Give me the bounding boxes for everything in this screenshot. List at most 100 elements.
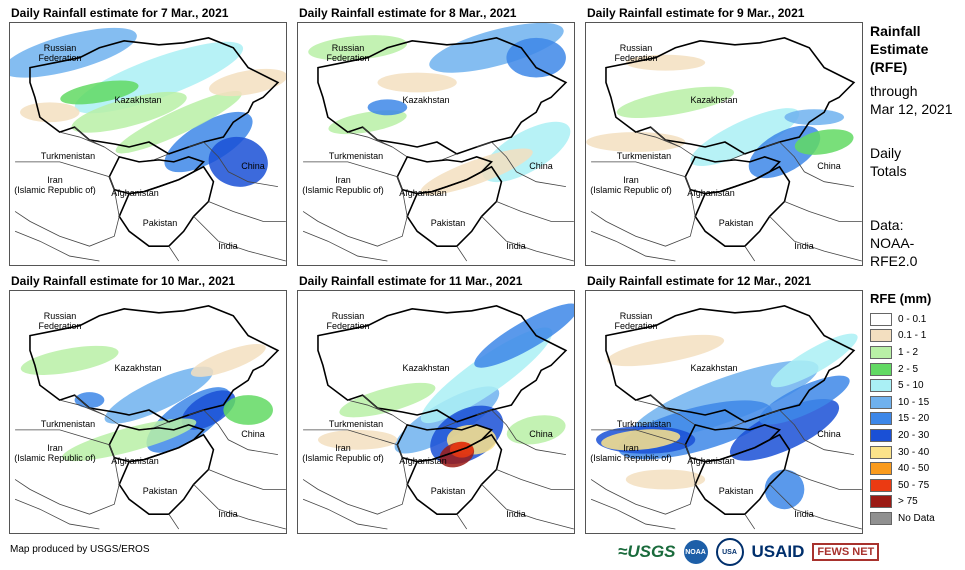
rain-patch — [420, 148, 533, 195]
country-label-kazakhstan: Kazakhstan — [690, 95, 738, 105]
country-label-iran: Iran (Islamic Republic of) — [302, 175, 384, 195]
map-svg — [14, 305, 286, 530]
rain-patch — [474, 303, 574, 368]
legend-swatch — [870, 511, 892, 525]
legend: 0 - 0.1 0.1 - 1 1 - 2 2 - 5 5 - 10 10 - 15 15 … — [870, 311, 935, 527]
legend-swatch — [870, 329, 892, 343]
panel-title: Daily Rainfall estimate for 10 Mar., 202… — [11, 274, 236, 288]
country-label-russia: Russian Federation — [38, 43, 82, 63]
rain-patch — [616, 86, 735, 118]
map-panel-6: Daily Rainfall estimate for 12 Mar., 202… — [585, 274, 863, 536]
rain-patch — [429, 23, 564, 73]
country-label-pakistan: Pakistan — [430, 218, 466, 228]
country-border — [14, 161, 120, 247]
country-border — [744, 216, 862, 262]
map-svg — [302, 23, 574, 262]
country-label-turkmenistan: Turkmenistan — [40, 419, 96, 429]
map-svg — [10, 27, 286, 262]
rain-patch — [71, 91, 187, 133]
rainfall-map: Russian Federation Kazakhstan Turkmenistan C… — [9, 290, 287, 534]
legend-item: 20 - 30 — [870, 427, 935, 444]
country-border — [496, 201, 574, 222]
rain-patch — [625, 469, 706, 490]
rain-patch — [209, 68, 286, 97]
legend-item: 15 - 20 — [870, 411, 935, 428]
country-border — [74, 126, 105, 148]
rainfall-map: Russian Federation Kazakhstan Turkmenistan C… — [9, 22, 287, 266]
country-border — [29, 37, 280, 155]
legend-swatch — [870, 445, 892, 459]
map-svg — [586, 37, 862, 262]
country-label-iran: Iran (Islamic Republic of) — [590, 443, 672, 463]
legend-swatch — [870, 428, 892, 442]
legend-item: 0 - 0.1 — [870, 311, 935, 328]
side-line4: through — [870, 83, 918, 99]
country-label-russia: Russian Federation — [614, 311, 658, 331]
legend-swatch — [870, 312, 892, 326]
map-panel-2: Daily Rainfall estimate for 8 Mar., 2021… — [297, 6, 575, 268]
legend-item: 30 - 40 — [870, 444, 935, 461]
country-label-kazakhstan: Kazakhstan — [690, 363, 738, 373]
side-line5: Mar 12, 2021 — [870, 101, 953, 117]
country-border — [188, 409, 278, 456]
country-border — [302, 429, 408, 515]
legend-item: 40 - 50 — [870, 460, 935, 477]
country-border — [317, 305, 568, 423]
legend-label: 30 - 40 — [898, 446, 930, 458]
country-label-china: China — [817, 161, 841, 171]
country-label-pakistan: Pakistan — [142, 218, 178, 228]
country-border — [496, 469, 574, 490]
country-label-kazakhstan: Kazakhstan — [114, 363, 162, 373]
country-border — [302, 161, 408, 247]
country-label-kazakhstan: Kazakhstan — [402, 95, 450, 105]
rain-patch — [317, 429, 398, 450]
rain-patch — [625, 54, 706, 71]
country-label-india: India — [506, 509, 526, 519]
side-line8: Data: — [870, 217, 904, 233]
country-border — [764, 409, 854, 456]
rain-patch — [181, 390, 236, 430]
usaid-seal-logo: USA — [715, 538, 744, 566]
map-panel-4: Daily Rainfall estimate for 10 Mar., 202… — [9, 274, 287, 536]
country-border — [14, 498, 100, 530]
country-border — [168, 484, 286, 530]
rain-patch — [606, 334, 725, 367]
rfe-heading: Rainfall Estimate (RFE) — [870, 22, 965, 76]
country-label-afghanistan: Afghanistan — [399, 188, 447, 198]
legend-item: 5 - 10 — [870, 377, 935, 394]
map-panel-5: Daily Rainfall estimate for 11 Mar., 202… — [297, 274, 575, 536]
country-label-kazakhstan: Kazakhstan — [402, 363, 450, 373]
rain-patch — [74, 392, 105, 409]
legend-label: 15 - 20 — [898, 413, 930, 425]
logo-bar: ≈USGS NOAA USA USAID FEWS NET — [618, 538, 880, 566]
country-border — [650, 126, 681, 148]
rain-patch — [506, 37, 566, 78]
legend-label: 2 - 5 — [898, 363, 919, 375]
rain-patch — [208, 136, 268, 187]
country-label-china: China — [529, 161, 553, 171]
legend-title: RFE (mm) — [870, 291, 932, 306]
rain-patch — [115, 90, 242, 154]
rain-patch — [601, 429, 681, 451]
rain-patch — [60, 80, 139, 105]
country-border — [118, 165, 215, 247]
country-border — [74, 394, 105, 416]
rainfall-map: Russian Federation Kazakhstan Turkmenistan C… — [585, 22, 863, 266]
rain-patch — [784, 109, 845, 126]
country-label-turkmenistan: Turkmenistan — [40, 151, 96, 161]
country-border — [168, 216, 286, 262]
rain-patch — [104, 366, 214, 424]
map-panel-1: Daily Rainfall estimate for 7 Mar., 2021… — [9, 6, 287, 268]
country-border — [362, 126, 393, 148]
country-label-afghanistan: Afghanistan — [399, 456, 447, 466]
legend-swatch — [870, 379, 892, 393]
legend-item: 0.1 - 1 — [870, 328, 935, 345]
country-label-afghanistan: Afghanistan — [687, 456, 735, 466]
legend-swatch — [870, 478, 892, 492]
country-label-turkmenistan: Turkmenistan — [328, 151, 384, 161]
country-border — [456, 484, 574, 530]
country-label-russia: Russian Federation — [614, 43, 658, 63]
country-label-turkmenistan: Turkmenistan — [616, 151, 672, 161]
country-label-india: India — [794, 241, 814, 251]
footer-credit: Map produced by USGS/EROS — [10, 544, 150, 555]
